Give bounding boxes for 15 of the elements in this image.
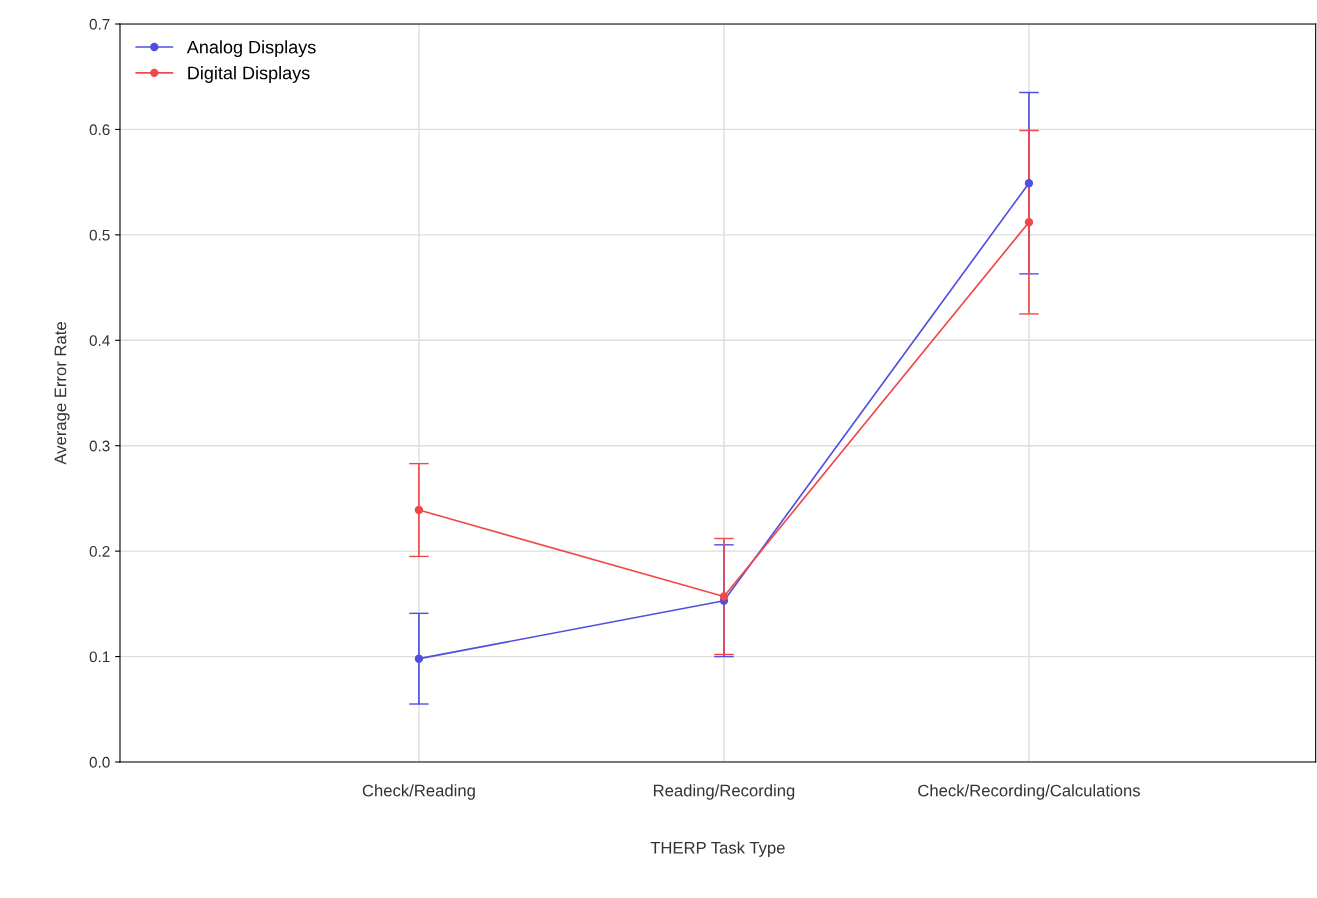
x-tick-label: Check/Reading	[362, 784, 475, 800]
y-tick-label: 0.0	[89, 756, 110, 768]
y-tick-label: 0.1	[89, 651, 110, 663]
x-axis-title: THERP Task Type	[650, 841, 785, 857]
y-tick-label: 0.7	[89, 18, 110, 30]
legend-label: Digital Displays	[188, 66, 310, 83]
x-tick-label: Reading/Recording	[653, 784, 795, 800]
y-tick-label: 0.2	[89, 546, 110, 557]
x-tick-label: Check/Recording/Calculations	[918, 784, 1140, 800]
y-axis-title: Average Error Rate	[54, 322, 70, 465]
legend-label: Analog Displays	[186, 40, 316, 58]
y-tick-label: 0.6	[89, 124, 110, 136]
y-tick-label: 0.4	[89, 335, 110, 346]
y-tick-label: 0.5	[89, 229, 110, 241]
y-tick-label: 0.3	[89, 440, 110, 452]
